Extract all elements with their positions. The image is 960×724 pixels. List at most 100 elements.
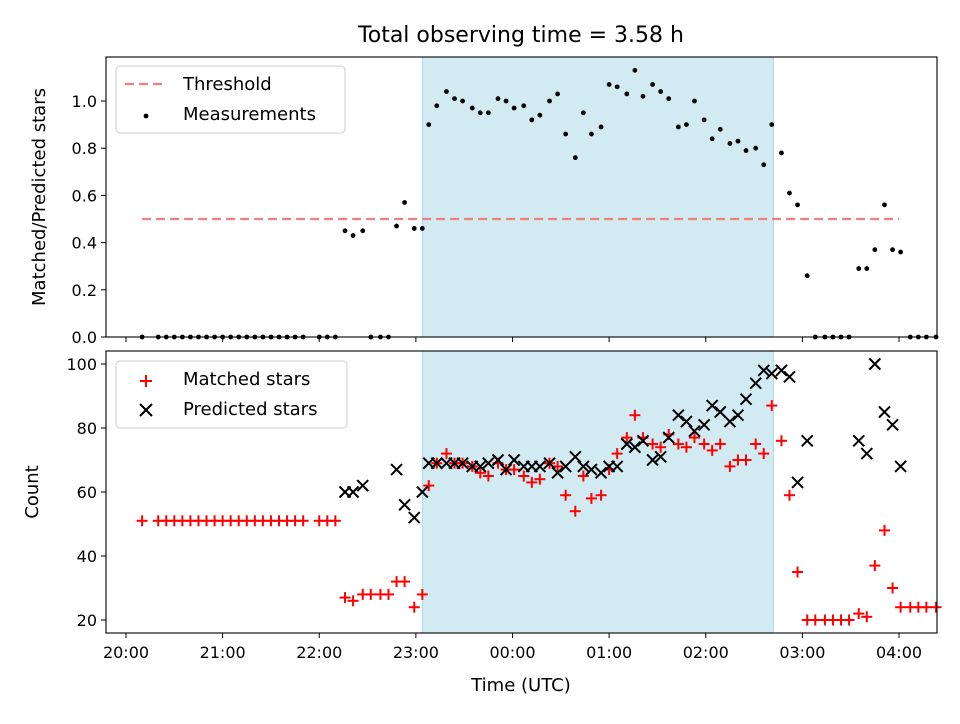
- predicted-star-point: [456, 456, 469, 470]
- predicted-star-point: [791, 476, 804, 489]
- chart-title: Total observing time = 3.58 h: [357, 23, 684, 48]
- matched-star-point: [526, 476, 538, 488]
- measurement-point: [864, 266, 870, 271]
- x-axis-label: Time (UTC): [470, 675, 571, 696]
- predicted-star-point: [723, 415, 737, 428]
- measurement-point: [675, 124, 681, 130]
- matched-star-point: [585, 492, 597, 504]
- top-legend: Threshold Measurements: [115, 65, 346, 134]
- measurement-point: [650, 82, 656, 87]
- legend-measurements-marker: [143, 113, 149, 119]
- measurement-point: [521, 103, 527, 109]
- matched-star-point: [560, 489, 572, 501]
- legend-predicted-label: Predicted stars: [183, 399, 317, 420]
- measurement-point: [537, 112, 543, 118]
- predicted-star-point: [636, 434, 650, 448]
- measurement-point: [666, 96, 672, 102]
- predicted-star-point: [868, 357, 882, 371]
- predicted-star-point: [533, 460, 547, 473]
- measurement-point: [856, 266, 862, 271]
- measurement-point: [684, 122, 689, 127]
- measurement-point: [360, 228, 366, 234]
- predicted-star-point: [731, 408, 745, 422]
- predicted-star-point: [474, 460, 487, 473]
- measurement-point: [761, 162, 767, 168]
- matched-star-point: [930, 601, 942, 613]
- legend-matched-label: Matched stars: [183, 369, 310, 390]
- measurement-point: [882, 202, 887, 208]
- bottom-panel: 20 40 60 80 100 20:00 21:00 22:00 23:00 00:00 01:…: [22, 350, 942, 696]
- measurement-point: [394, 223, 399, 229]
- x-tick-label: 21:00: [200, 643, 246, 662]
- measurement-point: [511, 105, 517, 111]
- legend-matched-marker: [140, 375, 152, 387]
- measurement-point: [555, 91, 560, 97]
- measurement-point: [743, 148, 749, 153]
- matched-star-point: [655, 441, 667, 453]
- predicted-star-point: [886, 418, 899, 432]
- measurement-point: [452, 96, 457, 102]
- measurement-point: [350, 233, 356, 238]
- matched-star-point: [792, 566, 804, 578]
- predicted-star-point: [416, 485, 429, 499]
- matched-star-point: [595, 489, 607, 501]
- x-tick-label: 00:00: [489, 643, 535, 662]
- predicted-star-point: [739, 392, 753, 406]
- matched-star-point: [482, 470, 494, 482]
- measurement-point: [753, 145, 759, 151]
- y-tick-label: 60: [77, 483, 97, 502]
- bottom-legend: Matched stars Predicted stars: [115, 360, 348, 429]
- predicted-star-point: [408, 511, 421, 524]
- measurement-point: [469, 105, 475, 111]
- matched-star-point: [621, 432, 633, 444]
- matched-star-point: [611, 448, 623, 460]
- matched-star-point: [758, 448, 770, 460]
- predicted-star-point: [559, 460, 572, 473]
- x-tick-label: 22:00: [296, 643, 342, 662]
- matched-star-point: [843, 614, 855, 626]
- bottom-y-axis-label: Count: [22, 465, 43, 518]
- predicted-star-point: [390, 463, 403, 476]
- measurement-point: [589, 131, 594, 137]
- x-tick-label: 02:00: [683, 643, 729, 662]
- predicted-star-point: [860, 447, 873, 460]
- matched-star-point: [853, 608, 865, 620]
- bottom-y-ticks: 20 40 60 80 100: [66, 355, 106, 630]
- predicted-star-point: [585, 463, 598, 476]
- matched-star-point: [775, 435, 787, 447]
- matched-star-point: [136, 515, 148, 527]
- measurement-point: [898, 249, 904, 255]
- measurement-point: [572, 155, 578, 161]
- top-y-ticks: 0.0 0.2 0.4 0.6 0.8 1.0: [72, 92, 106, 347]
- matched-star-point: [750, 438, 762, 450]
- predicted-star-point: [697, 418, 711, 432]
- measurement-point: [426, 122, 432, 127]
- predicted-star-point: [894, 460, 907, 473]
- matched-star-point: [724, 460, 736, 472]
- matched-star-point: [672, 438, 684, 450]
- predicted-star-point: [594, 466, 608, 480]
- predicted-star-point: [543, 456, 556, 470]
- measurement-point: [563, 131, 569, 137]
- matched-star-point: [534, 473, 546, 485]
- x-tick-label: 04:00: [876, 643, 922, 662]
- predicted-star-point: [610, 460, 624, 473]
- matched-star-point: [569, 505, 581, 517]
- matched-star-point: [408, 601, 420, 613]
- y-tick-label: 0.0: [72, 328, 97, 347]
- matched-star-point: [629, 409, 641, 421]
- matched-star-point: [339, 592, 351, 604]
- matched-star-point: [809, 614, 821, 626]
- matched-star-point: [399, 576, 411, 588]
- measurement-point: [411, 226, 417, 231]
- matched-star-point: [329, 515, 341, 527]
- predicted-star-point: [620, 437, 634, 451]
- predicted-star-point: [646, 453, 659, 467]
- measurement-point: [872, 247, 878, 253]
- count-points: [136, 357, 942, 626]
- measurement-point: [795, 202, 800, 208]
- measurement-point: [419, 226, 425, 231]
- matched-star-point: [740, 454, 752, 466]
- matched-star-point: [518, 470, 530, 482]
- x-tick-label: 23:00: [393, 643, 439, 662]
